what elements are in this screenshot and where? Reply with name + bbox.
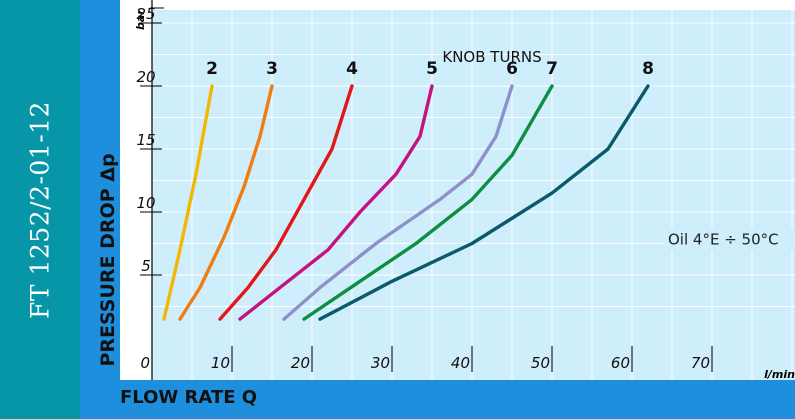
oil-annotation: Oil 4°E ÷ 50°C xyxy=(668,231,779,249)
chart-title: KNOB TURNS xyxy=(442,48,541,66)
y-tick-label: 20 xyxy=(136,68,155,86)
x-unit-label: l/min xyxy=(764,368,795,380)
y-tick-label: 10 xyxy=(136,194,155,212)
left-strip: FT 1252/2-01-12 xyxy=(0,0,80,419)
y-unit-label: bar xyxy=(134,9,147,30)
series-label-2: 2 xyxy=(206,59,218,79)
series-label-4: 4 xyxy=(346,59,358,79)
series-label-5: 5 xyxy=(426,59,438,79)
y-label-band xyxy=(80,0,120,419)
y-tick-label: 5 xyxy=(141,257,151,275)
series-line-6 xyxy=(282,84,514,321)
series-line-3 xyxy=(178,84,274,321)
series-line-2 xyxy=(162,84,214,321)
series-label-3: 3 xyxy=(266,59,278,79)
x-tick-label: 20 xyxy=(291,354,310,372)
x-tick-label: 40 xyxy=(451,354,470,372)
x-tick-label: 60 xyxy=(611,354,630,372)
series-line-5 xyxy=(238,84,434,321)
x-tick-label: 50 xyxy=(531,354,550,372)
y-tick-label: 25 xyxy=(136,5,155,23)
series-line-8 xyxy=(318,84,650,321)
series-line-4 xyxy=(218,84,354,321)
x-label-band xyxy=(80,380,795,419)
annotation-background xyxy=(664,228,794,251)
x-tick-label: 0 xyxy=(140,354,150,372)
series-label-8: 8 xyxy=(642,59,654,79)
document-code: FT 1252/2-01-12 xyxy=(25,101,55,319)
y-axis-label: PRESSURE DROP Δp xyxy=(97,153,119,367)
series-label-6: 6 xyxy=(506,59,518,79)
x-axis-label: FLOW RATE Q xyxy=(120,387,258,408)
x-tick-label: 30 xyxy=(371,354,390,372)
x-tick-label: 10 xyxy=(211,354,230,372)
plot-background xyxy=(152,10,795,380)
series-line-7 xyxy=(302,84,554,321)
x-tick-label: 70 xyxy=(691,354,710,372)
series-label-7: 7 xyxy=(546,59,558,79)
y-tick-label: 15 xyxy=(136,131,155,149)
